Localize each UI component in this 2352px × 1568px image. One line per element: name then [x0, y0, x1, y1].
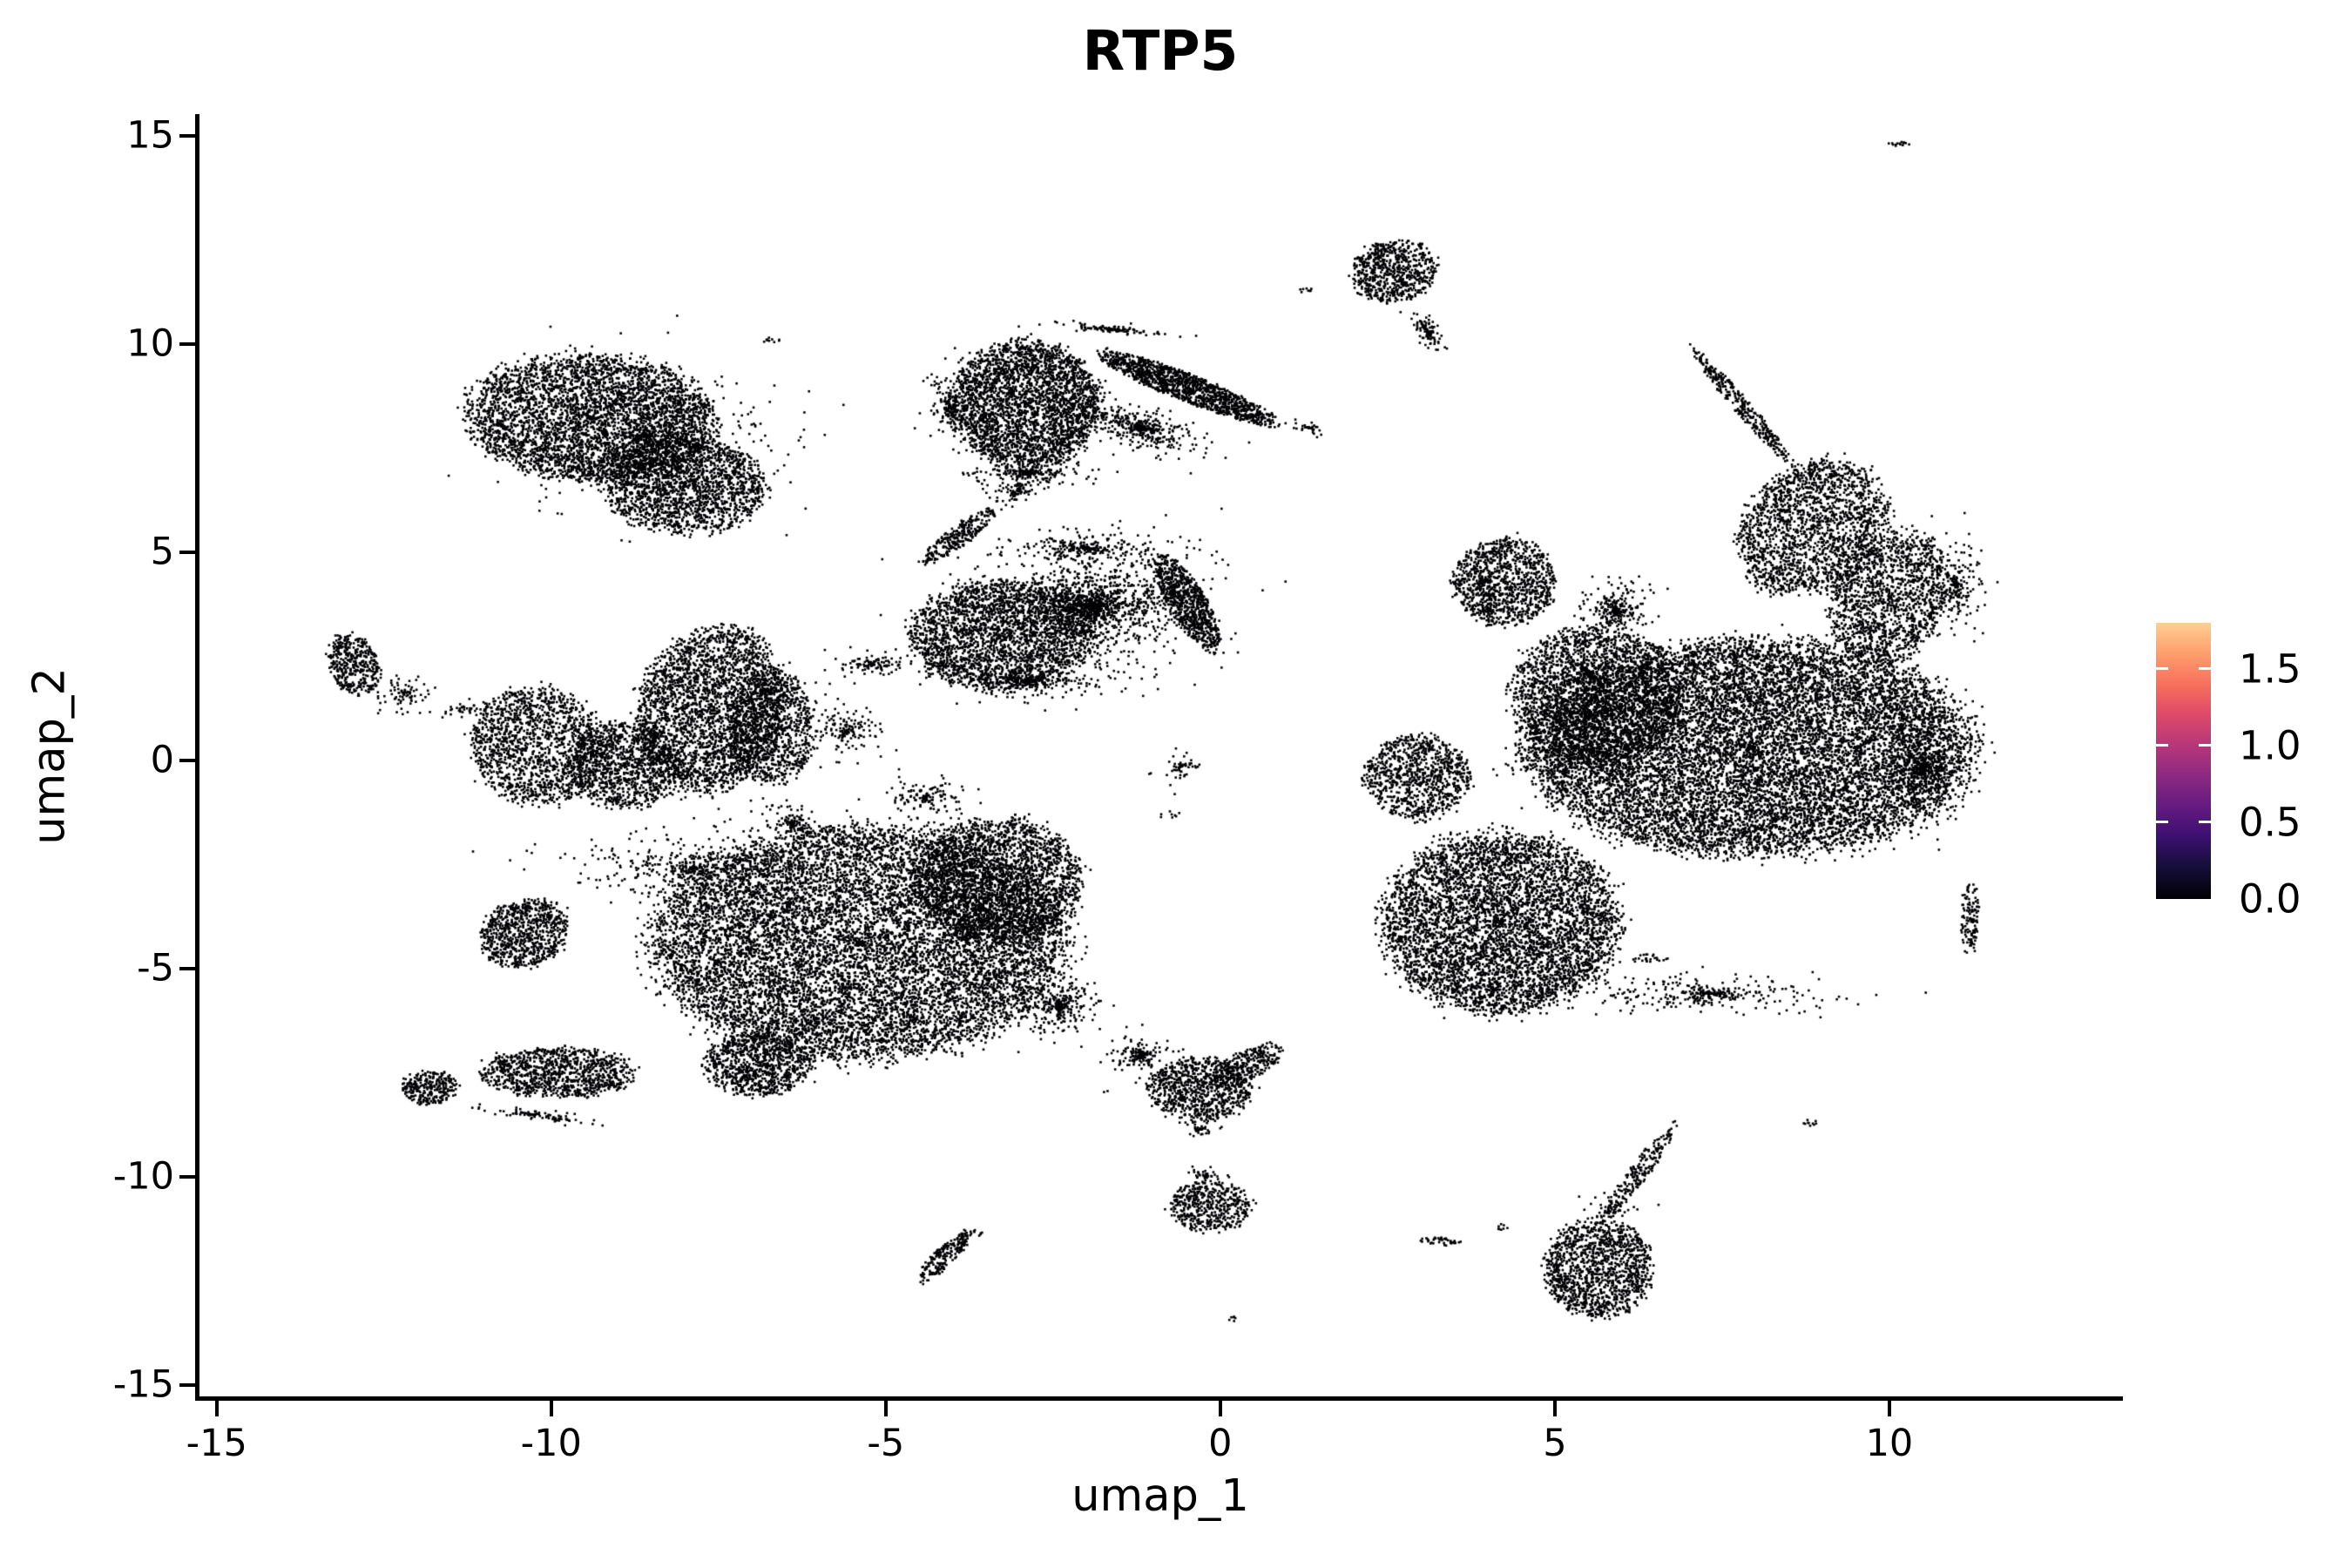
x-tick-label: -15	[186, 1422, 247, 1465]
x-tick-mark	[1218, 1401, 1222, 1416]
colorbar-gradient	[2156, 623, 2211, 899]
x-tick-label: -10	[520, 1422, 582, 1465]
y-tick-mark	[179, 550, 195, 554]
colorbar-tick-label: 1.0	[2239, 722, 2301, 769]
umap-scatter-canvas	[199, 114, 2123, 1398]
y-tick-label: 0	[150, 738, 174, 782]
x-tick-label: -5	[867, 1422, 905, 1465]
x-tick-mark	[214, 1401, 219, 1416]
y-tick-mark	[179, 133, 195, 138]
x-tick-mark	[1552, 1401, 1557, 1416]
x-tick-label: 10	[1865, 1422, 1914, 1465]
y-tick-mark	[179, 967, 195, 971]
x-tick-mark	[883, 1401, 888, 1416]
y-tick-mark	[179, 1383, 195, 1388]
y-tick-label: -5	[137, 946, 174, 990]
y-tick-label: 5	[150, 530, 174, 574]
colorbar-tick-label: 0.5	[2239, 799, 2301, 846]
y-axis-line	[195, 114, 199, 1401]
x-tick-label: 5	[1543, 1422, 1567, 1465]
plot-title: RTP5	[1082, 19, 1239, 83]
colorbar-tick-mark	[2199, 744, 2211, 747]
x-axis-line	[195, 1396, 2123, 1401]
colorbar-tick-mark	[2156, 821, 2168, 824]
y-tick-label: -15	[112, 1362, 174, 1407]
x-axis-title: umap_1	[1071, 1470, 1249, 1522]
y-axis-title: umap_2	[24, 667, 76, 845]
x-tick-mark	[1887, 1401, 1891, 1416]
colorbar-tick-mark	[2199, 821, 2211, 824]
y-tick-label: 15	[126, 113, 174, 158]
colorbar-tick-mark	[2156, 744, 2168, 747]
colorbar	[2156, 623, 2211, 899]
colorbar-tick-label: 0.0	[2239, 875, 2301, 923]
y-tick-label: 10	[126, 321, 174, 366]
y-tick-mark	[179, 1175, 195, 1179]
y-tick-mark	[179, 341, 195, 346]
x-tick-label: 0	[1208, 1422, 1233, 1465]
colorbar-tick-mark	[2156, 667, 2168, 671]
y-tick-label: -10	[112, 1154, 174, 1199]
y-tick-mark	[179, 759, 195, 763]
colorbar-tick-label: 1.5	[2239, 645, 2301, 693]
colorbar-tick-mark	[2199, 667, 2211, 671]
x-tick-mark	[549, 1401, 553, 1416]
